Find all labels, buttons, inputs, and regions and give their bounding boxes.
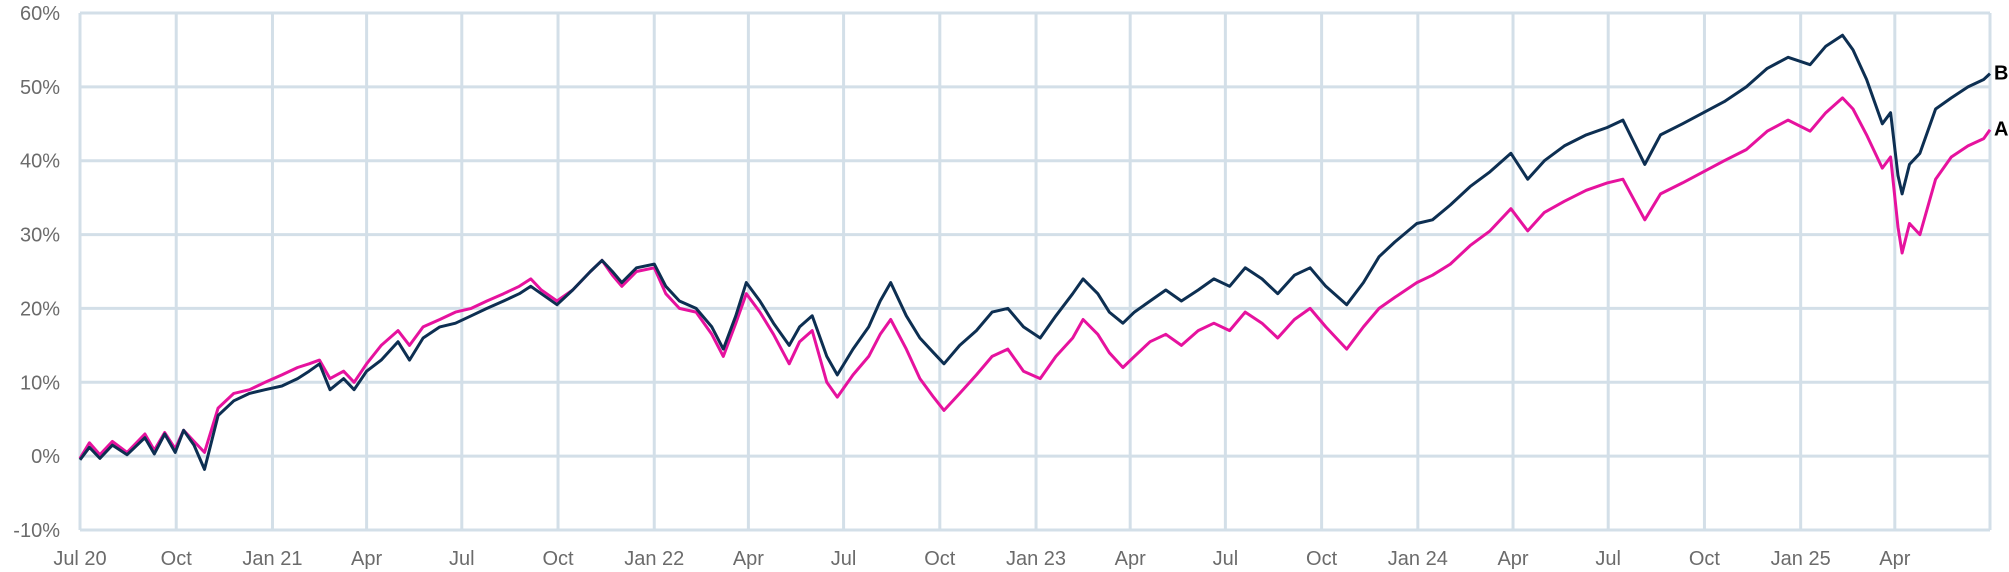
- y-tick-label: -10%: [13, 520, 60, 542]
- y-axis-tick-labels: -10% 0% 10% 20% 30% 40% 50% 60%: [13, 3, 60, 542]
- x-tick-label: Oct: [1306, 548, 1338, 570]
- x-axis-tick-labels: Jul 20 Oct Jan 21 Apr Jul Oct Jan 22 Apr Jul Oct J…: [53, 548, 1910, 570]
- y-tick-label: 20%: [20, 298, 60, 320]
- y-tick-label: 30%: [20, 225, 60, 247]
- x-tick-label: Jul: [1595, 548, 1621, 570]
- y-tick-label: 50%: [20, 77, 60, 99]
- x-tick-label: Jan 22: [624, 548, 684, 570]
- y-tick-label: 60%: [20, 3, 60, 25]
- x-tick-label: Oct: [542, 548, 574, 570]
- series-line-B: [78, 33, 1992, 471]
- x-tick-label: Oct: [924, 548, 956, 570]
- series-lines: [78, 33, 1992, 471]
- x-tick-label: Jul 20: [53, 548, 106, 570]
- x-tick-label: Jul: [449, 548, 475, 570]
- x-tick-label: Apr: [351, 548, 382, 570]
- x-tick-label: Jul: [1213, 548, 1239, 570]
- x-tick-label: Apr: [1497, 548, 1528, 570]
- x-tick-label: Apr: [733, 548, 764, 570]
- grid: [78, 11, 1992, 532]
- x-tick-label: Jan 21: [242, 548, 302, 570]
- series-line-A: [78, 96, 1992, 460]
- x-tick-label: Oct: [1689, 548, 1721, 570]
- y-tick-label: 10%: [20, 372, 60, 394]
- x-tick-label: Jul: [831, 548, 857, 570]
- y-tick-label: 40%: [20, 151, 60, 173]
- series-end-labels: BA: [1994, 63, 2008, 141]
- series-end-label: B: [1994, 63, 2008, 85]
- x-tick-label: Apr: [1879, 548, 1910, 570]
- series-end-label: A: [1994, 119, 2008, 141]
- x-tick-label: Oct: [161, 548, 193, 570]
- y-tick-label: 0%: [31, 446, 60, 468]
- x-tick-label: Jan 23: [1006, 548, 1066, 570]
- x-tick-label: Jan 24: [1388, 548, 1448, 570]
- x-tick-label: Jan 25: [1771, 548, 1831, 570]
- x-tick-label: Apr: [1115, 548, 1146, 570]
